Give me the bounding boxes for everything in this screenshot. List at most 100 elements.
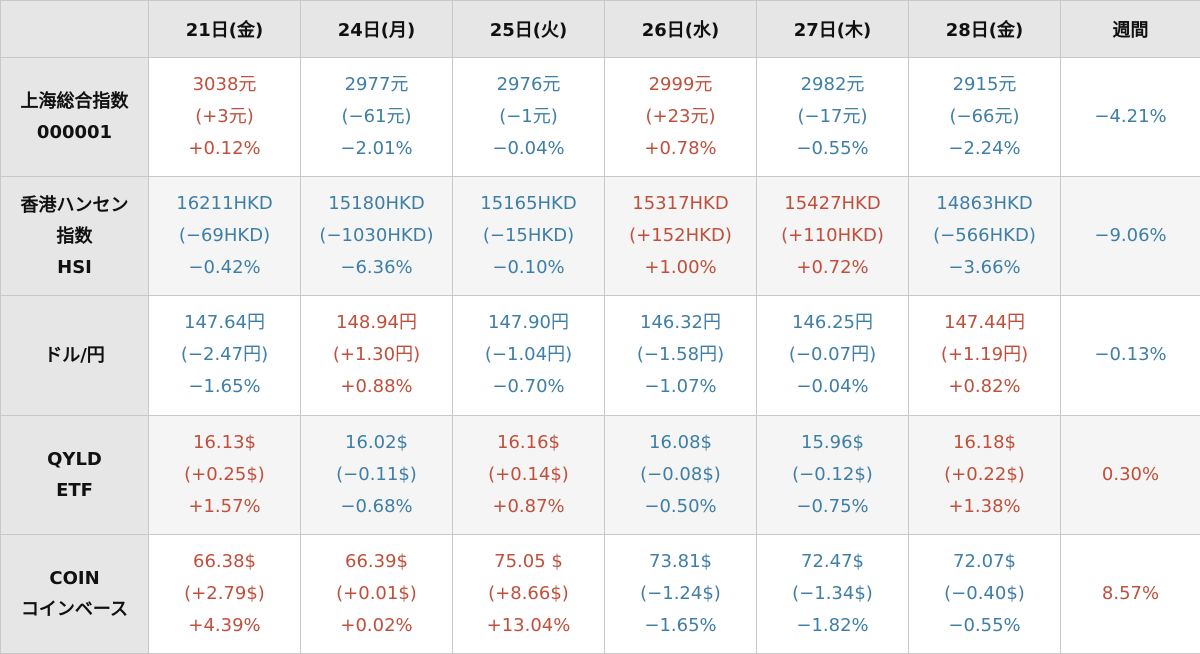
day-cell: 15427HKD (+110HKD) +0.72% [756,176,909,297]
day-header: 24日(月) [300,0,453,58]
percent-change: +0.87% [492,495,565,517]
row-label-line: ドル/円 [44,344,105,366]
price-value: 66.39$ [345,550,408,572]
day-cell: 2982元 (−17元) −0.55% [756,56,909,178]
table-row: 上海総合指数 000001 3038元 (+3元) +0.12% 2977元 (−61元) −… [0,56,1200,178]
day-cell: 2977元 (−61元) −2.01% [300,56,453,178]
percent-change: +0.72% [796,257,869,279]
day-cell: 16.02$ (−0.11$) −0.68% [300,414,453,535]
percent-change: +1.38% [948,495,1021,517]
change-value: (+1.19円) [940,344,1029,366]
percent-change: −2.01% [340,138,413,160]
percent-change: −0.10% [492,257,565,279]
percent-change: −1.07% [644,376,717,398]
price-value: 146.25円 [792,312,873,334]
day-cell: 16.16$ (+0.14$) +0.87% [452,414,605,535]
percent-change: +0.12% [188,138,261,160]
week-percent-change: −0.13% [1094,344,1167,366]
change-value: (−0.11$) [336,463,417,485]
day-cell: 147.44円 (+1.19円) +0.82% [908,295,1061,416]
row-label-line: ETF [56,479,93,501]
day-cell: 16.08$ (−0.08$) −0.50% [604,414,757,535]
change-value: (−1030HKD) [319,225,434,247]
change-value: (+8.66$) [488,582,569,604]
day-header: 26日(水) [604,0,757,58]
day-header: 25日(火) [452,0,605,58]
day-cell: 66.39$ (+0.01$) +0.02% [300,533,453,654]
day-cell: 75.05 $ (+8.66$) +13.04% [452,533,605,654]
week-header: 週間 [1060,0,1200,58]
table-row: COIN コインベース 66.38$ (+2.79$) +4.39% 66.39$ (+0.… [0,533,1200,654]
price-value: 16.02$ [345,431,408,453]
percent-change: −6.36% [340,257,413,279]
day-cell: 2999元 (+23元) +0.78% [604,56,757,178]
percent-change: −0.04% [796,376,869,398]
table-row: 香港ハンセン 指数 HSI 16211HKD (−69HKD) −0.42% 15180HK… [0,176,1200,297]
row-label: COIN コインベース [0,533,149,654]
price-value: 2915元 [952,74,1017,96]
price-value: 146.32円 [640,312,721,334]
change-value: (+3元) [195,106,254,128]
week-percent-change: 0.30% [1101,463,1160,485]
table-row: ドル/円 147.64円 (−2.47円) −1.65% 148.94円 (+1.30円)… [0,295,1200,416]
row-label: 上海総合指数 000001 [0,56,149,178]
week-cell: 0.30% [1060,414,1200,535]
day-cell: 146.32円 (−1.58円) −1.07% [604,295,757,416]
price-value: 147.90円 [488,312,569,334]
price-value: 15165HKD [480,193,577,215]
percent-change: −0.50% [644,495,717,517]
percent-change: −0.42% [188,257,261,279]
change-value: (−1.24$) [640,582,721,604]
change-value: (−1.04円) [484,344,573,366]
day-header: 28日(金) [908,0,1061,58]
change-value: (−15HKD) [482,225,575,247]
change-value: (−0.40$) [944,582,1025,604]
price-value: 15427HKD [784,193,881,215]
change-value: (−1.58円) [636,344,725,366]
percent-change: −1.82% [796,614,869,636]
corner-cell [0,0,149,58]
row-label-line: 指数 [56,225,93,247]
day-header: 27日(木) [756,0,909,58]
price-value: 66.38$ [193,550,256,572]
percent-change: +0.02% [340,614,413,636]
week-percent-change: −4.21% [1094,106,1167,128]
week-cell: 8.57% [1060,533,1200,654]
day-cell: 2915元 (−66元) −2.24% [908,56,1061,178]
change-value: (+0.01$) [336,582,417,604]
day-cell: 147.64円 (−2.47円) −1.65% [148,295,301,416]
change-value: (−1.34$) [792,582,873,604]
price-value: 147.44円 [944,312,1025,334]
price-value: 2982元 [800,74,865,96]
day-cell: 66.38$ (+2.79$) +4.39% [148,533,301,654]
day-cell: 72.07$ (−0.40$) −0.55% [908,533,1061,654]
day-cell: 15180HKD (−1030HKD) −6.36% [300,176,453,297]
change-value: (−17元) [797,106,868,128]
price-value: 2976元 [496,74,561,96]
day-cell: 15.96$ (−0.12$) −0.75% [756,414,909,535]
price-value: 148.94円 [336,312,417,334]
percent-change: −0.55% [796,138,869,160]
day-cell: 147.90円 (−1.04円) −0.70% [452,295,605,416]
percent-change: +0.82% [948,376,1021,398]
change-value: (+152HKD) [629,225,732,247]
row-label-line: QYLD [47,448,102,470]
percent-change: −0.68% [340,495,413,517]
row-label-line: コインベース [20,598,129,620]
percent-change: −3.66% [948,257,1021,279]
change-value: (−66元) [949,106,1020,128]
day-cell: 72.47$ (−1.34$) −1.82% [756,533,909,654]
row-label-line: 香港ハンセン [20,194,129,216]
row-label: 香港ハンセン 指数 HSI [0,176,149,297]
day-cell: 15317HKD (+152HKD) +1.00% [604,176,757,297]
day-cell: 16.13$ (+0.25$) +1.57% [148,414,301,535]
percent-change: −1.65% [188,376,261,398]
percent-change: +4.39% [188,614,261,636]
day-cell: 146.25円 (−0.07円) −0.04% [756,295,909,416]
percent-change: +1.00% [644,257,717,279]
percent-change: −0.70% [492,376,565,398]
price-value: 16.16$ [497,431,560,453]
row-label-line: HSI [57,256,92,278]
price-value: 73.81$ [649,550,712,572]
week-cell: −4.21% [1060,56,1200,178]
